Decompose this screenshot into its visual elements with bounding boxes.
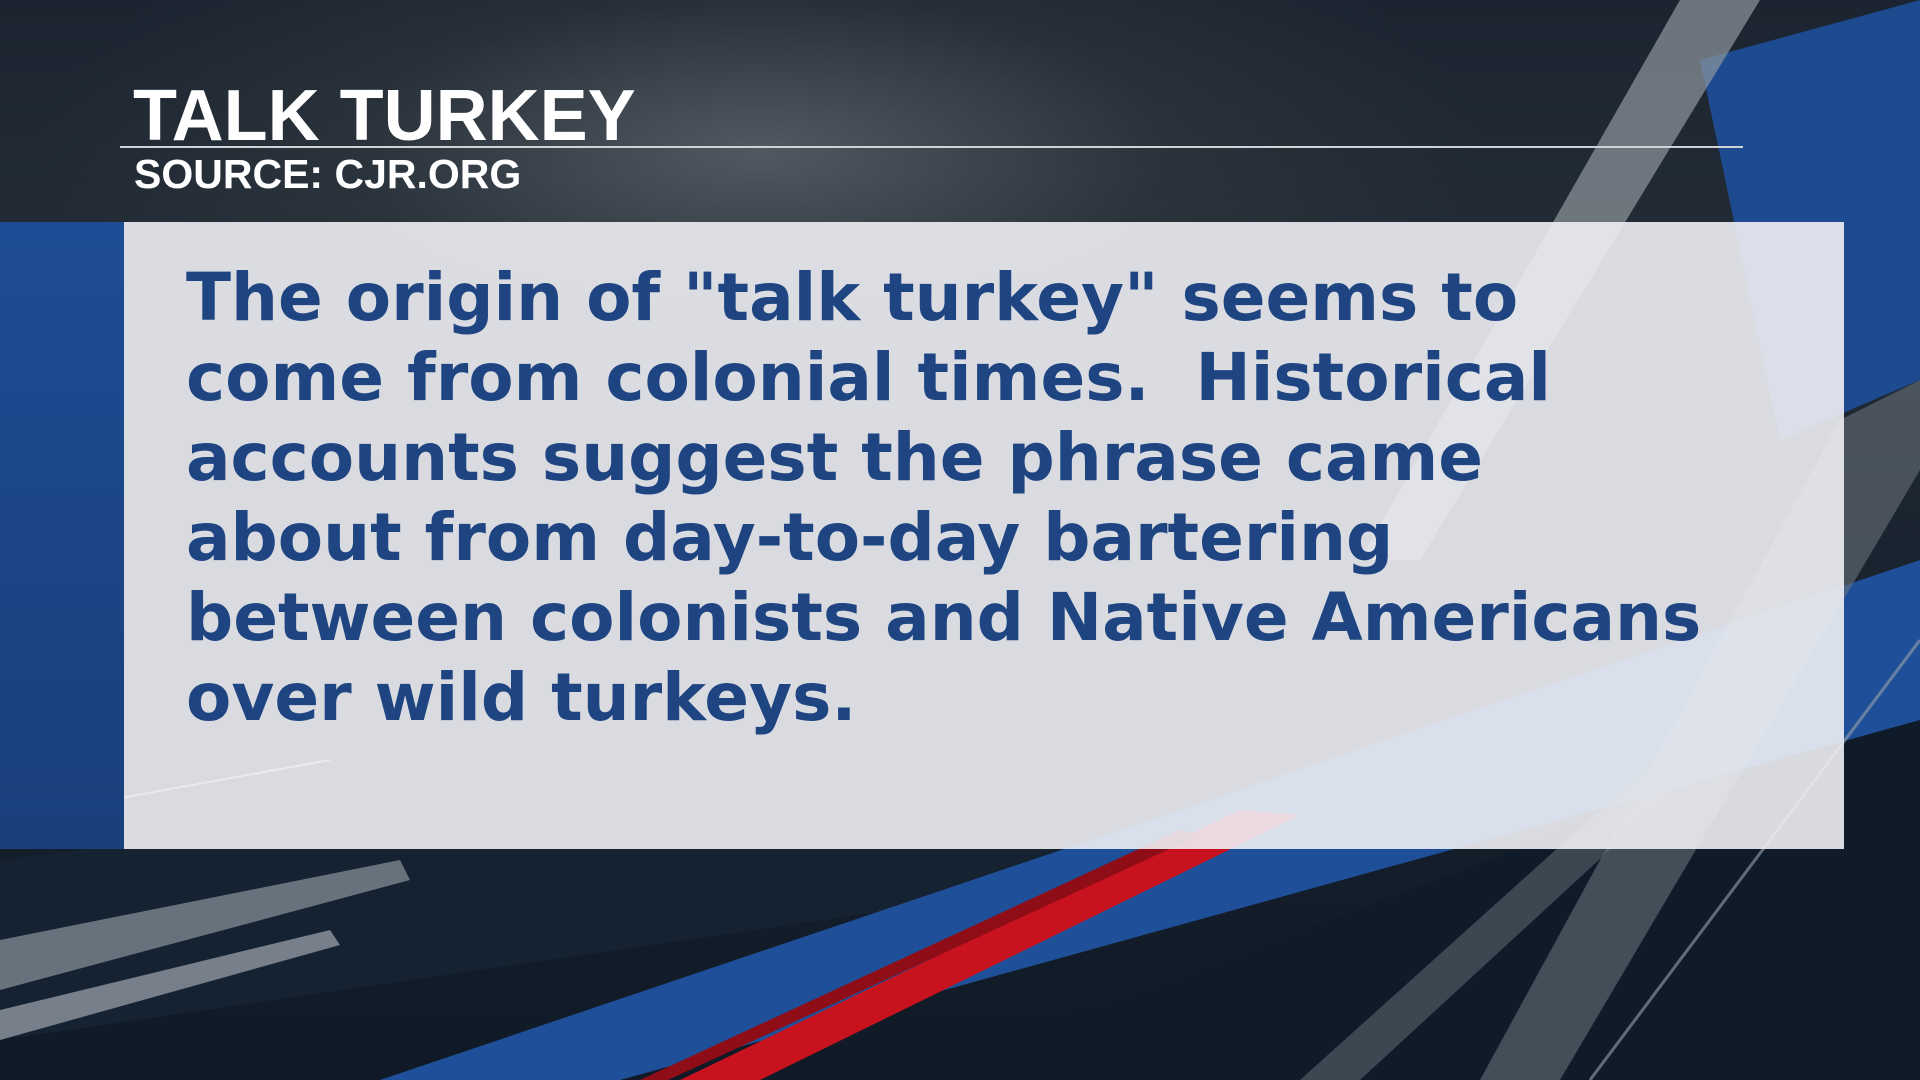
title-divider	[120, 146, 1743, 148]
text-panel	[124, 222, 1844, 849]
bg-red-streak	[680, 810, 1300, 1080]
bg-silver-streak-4	[0, 930, 340, 1040]
body-line: come from colonial times. Historical	[186, 339, 1552, 416]
bg-highlight-line-2	[1588, 639, 1920, 1080]
body-line: over wild turkeys.	[186, 659, 857, 736]
body-line: about from day-to-day bartering	[186, 499, 1394, 576]
panel-accent-tab	[0, 222, 124, 849]
body-line: between colonists and Native Americans	[186, 579, 1702, 656]
body-line: accounts suggest the phrase came	[186, 419, 1484, 496]
body-text: The origin of "talk turkey" seems to com…	[186, 258, 1826, 738]
graphic-title: TALK TURKEY	[133, 76, 636, 156]
body-line: The origin of "talk turkey" seems to	[186, 259, 1519, 336]
bg-blue-band-2	[1700, 0, 1920, 440]
source-credit: SOURCE: CJR.ORG	[134, 151, 522, 197]
bg-silver-streak-3	[0, 860, 410, 990]
bg-red-streak-2	[640, 830, 1200, 1080]
